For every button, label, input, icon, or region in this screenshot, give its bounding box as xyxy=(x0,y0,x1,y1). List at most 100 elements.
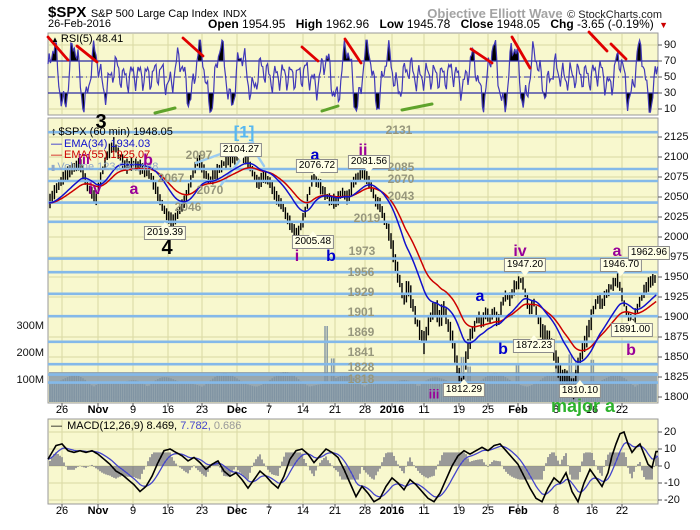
open-value: 1954.95 xyxy=(242,17,286,31)
symbol-header: $SPX S&P 500 Large Cap Index INDX xyxy=(48,4,247,22)
low-value: 1945.78 xyxy=(406,17,451,31)
date-axis-label: 11 xyxy=(418,404,430,416)
macd-axis-label: 20 xyxy=(664,426,677,438)
chart-date: 26-Feb-2016 xyxy=(48,18,111,30)
pivot-level-label: 1929 xyxy=(347,285,375,299)
rsi-legend: ▲ RSI(5) 48.41 xyxy=(51,33,124,46)
down-triangle-icon: ▼ xyxy=(659,20,668,30)
wave-annotation: a xyxy=(129,181,139,198)
rsi-legend-text: RSI(5) 48.41 xyxy=(60,33,124,45)
pivot-level-label: 1869 xyxy=(347,325,375,339)
date-axis-label: 16 xyxy=(585,505,599,517)
date-axis-label: 14 xyxy=(296,404,310,416)
price-axis-label: 1900 xyxy=(664,311,689,323)
symbol-exchange: INDX xyxy=(222,9,247,20)
date-axis-label: 21 xyxy=(328,505,342,517)
rsi-axis-label: 90 xyxy=(664,39,677,51)
price-callout: 2076.72 xyxy=(295,159,339,177)
rsi-axis-label: 70 xyxy=(664,55,677,67)
price-axis-label: 2125 xyxy=(664,131,689,143)
price-axis-label: 1950 xyxy=(664,271,689,283)
date-axis-label: 19 xyxy=(452,404,466,416)
close-value: 1948.05 xyxy=(496,17,541,31)
date-axis-label: 2016 xyxy=(379,404,405,416)
wave-annotation: b xyxy=(143,152,153,169)
price-callout: 1947.20 xyxy=(503,258,547,276)
price-callout: 1812.29 xyxy=(442,379,486,397)
macd-legend-hist: 0.686 xyxy=(213,420,242,432)
quote-summary: Open 1954.95 High 1962.96 Low 1945.78 Cl… xyxy=(201,17,668,31)
wave-annotation: iv xyxy=(88,181,102,198)
pivot-level-label: 1828 xyxy=(347,360,375,374)
macd-legend: — MACD(12,26,9) 8.469, 7.782, 0.686 xyxy=(51,420,242,433)
date-axis-label: 7 xyxy=(265,404,273,416)
pivot-level-label: 1973 xyxy=(348,244,376,258)
low-label: Low xyxy=(379,17,404,31)
price-axis-label: 2050 xyxy=(664,191,689,203)
high-value: 1962.96 xyxy=(325,17,370,31)
date-axis-label: 9 xyxy=(129,404,137,416)
pivot-level-label: 2046 xyxy=(174,200,202,214)
pivot-level-label: 1901 xyxy=(347,305,375,319)
date-axis-label: 8 xyxy=(552,505,560,517)
symbol-name: S&P 500 Large Cap Index xyxy=(90,8,219,20)
wave-annotation: a xyxy=(612,243,622,260)
rsi-axis-label: 30 xyxy=(664,87,677,99)
stockcharts-copyright[interactable]: © StockCharts.com xyxy=(567,9,662,21)
macd-legend-main: MACD(12,26,9) 8.469, xyxy=(67,420,178,432)
chartist-brand: Objective Elliott Wave xyxy=(427,6,563,21)
rsi-axis-label: 10 xyxy=(664,103,677,115)
ema55-legend: EMA(55) 1925.07 xyxy=(64,149,151,161)
date-axis-label: 22 xyxy=(615,505,629,517)
wave-annotation: b xyxy=(326,248,336,265)
price-axis-label: 2000 xyxy=(664,231,689,243)
wave-annotation: b xyxy=(626,342,636,359)
pivot-level-label: 1956 xyxy=(347,265,375,279)
date-axis-label: 14 xyxy=(296,505,310,517)
price-callout: 1962.96 xyxy=(627,246,671,260)
price-axis-label: 2075 xyxy=(664,171,689,183)
symbol-ticker: $SPX xyxy=(48,4,87,21)
date-axis-label: 25 xyxy=(481,404,495,416)
wave-annotation: 4 xyxy=(161,237,173,259)
date-axis-label: 23 xyxy=(195,404,209,416)
macd-axis-label: 10 xyxy=(664,443,677,455)
date-axis-label: 28 xyxy=(358,404,372,416)
macd-axis-label: 0 xyxy=(664,460,671,472)
date-axis-label: 26 xyxy=(55,404,69,416)
price-legend-main: $SPX (60 min) 1948.05 xyxy=(58,126,173,138)
price-axis-label: 1925 xyxy=(664,291,689,303)
ema34-legend: EMA(34) 1934.03 xyxy=(64,137,151,150)
rsi-marker-icon: ▲ xyxy=(51,35,59,44)
pivot-level-label: 2043 xyxy=(387,189,415,203)
wave-annotation: b xyxy=(498,341,508,358)
price-axis-label: 1975 xyxy=(664,251,689,263)
date-axis-label: 11 xyxy=(418,505,430,517)
chg-value: -3.65 (-0.19%) xyxy=(577,17,654,31)
pivot-level-label: 1818 xyxy=(347,372,375,386)
pivot-level-label: 2070 xyxy=(196,183,224,197)
volume-legend: Volume 123,691,488 xyxy=(57,160,159,173)
ema34-line-icon: — xyxy=(51,137,62,150)
macd-axis-label: -20 xyxy=(664,494,680,506)
date-axis-label: 16 xyxy=(161,404,175,416)
price-axis-label: 1800 xyxy=(664,391,689,403)
high-label: High xyxy=(295,17,323,31)
wave-annotation: ii xyxy=(358,142,368,159)
price-axis-label: 1850 xyxy=(664,351,689,363)
pivot-level-label: 2070 xyxy=(387,172,415,186)
date-axis-label: Dec xyxy=(226,505,248,517)
volume-axis-label: 200M xyxy=(16,347,44,359)
volume-bars-icon: ▮ xyxy=(51,162,56,172)
date-axis-label: 25 xyxy=(481,505,495,517)
wave-annotation: major a xyxy=(550,396,616,416)
macd-line-icon: — xyxy=(51,420,62,432)
volume-axis-label: 300M xyxy=(16,320,44,332)
wave-annotation: iii xyxy=(78,151,90,167)
wave-annotation: iii xyxy=(428,386,440,402)
ema55-line-icon: — xyxy=(51,149,62,161)
date-axis-label: 16 xyxy=(585,404,599,416)
price-callout: 2081.56 xyxy=(347,155,391,173)
